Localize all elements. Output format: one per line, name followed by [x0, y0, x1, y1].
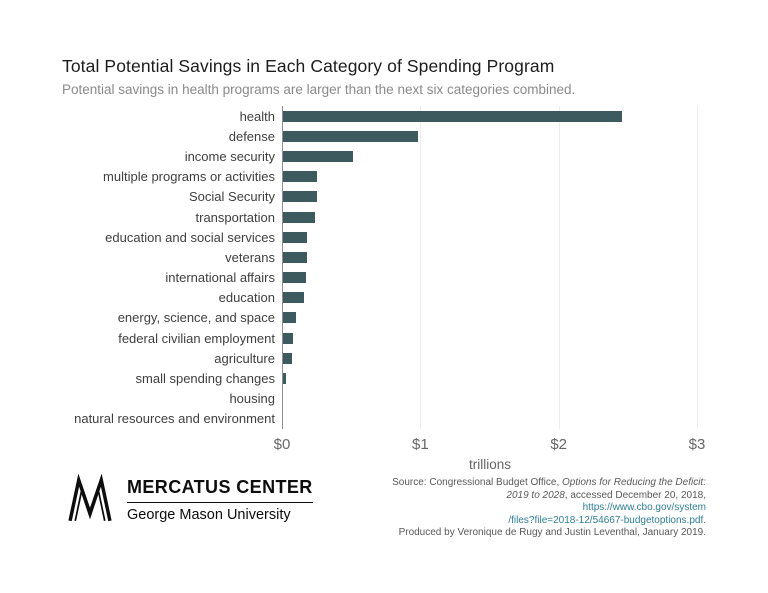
bar-chart: health defense income security multiple pro… — [62, 106, 710, 472]
bar-track — [282, 187, 710, 207]
bar — [282, 312, 296, 324]
bar-track — [282, 389, 710, 409]
chart-row: education and social services — [62, 227, 710, 247]
category-label: energy, science, and space — [117, 310, 275, 326]
chart-row: energy, science, and space — [62, 308, 710, 328]
bar — [282, 352, 292, 364]
x-tick-label: $1 — [411, 436, 429, 453]
bar — [282, 251, 307, 263]
category-label: small spending changes — [135, 371, 275, 387]
logo-university-name: George Mason University — [127, 507, 291, 523]
bar — [282, 211, 315, 223]
chart-rows: health defense income security multiple pro… — [62, 106, 710, 429]
x-tick-label: $3 — [688, 436, 706, 453]
y-axis-line — [282, 106, 283, 429]
chart-row: defense — [62, 126, 710, 146]
source-line-4: Produced by Veronique de Rugy and Justin… — [386, 527, 706, 540]
bar-track — [282, 167, 710, 187]
chart-row: agriculture — [62, 348, 710, 368]
x-tick-label: $2 — [550, 436, 567, 453]
bar-track — [282, 328, 710, 348]
bar-track — [282, 146, 710, 166]
chart-row: federal civilian employment — [62, 328, 710, 348]
chart-row: Social Security — [62, 187, 710, 207]
chart-row: natural resources and environment — [62, 409, 710, 429]
category-label: education and social services — [105, 229, 275, 245]
x-tick-label: $0 — [273, 436, 291, 453]
category-label: natural resources and environment — [74, 411, 275, 427]
source-text: . — [703, 514, 706, 526]
category-label: health — [239, 108, 275, 124]
bar — [282, 191, 317, 203]
chart-subtitle: Potential savings in health programs are… — [62, 82, 576, 97]
logo-text: MERCATUS CENTER George Mason University — [127, 477, 313, 523]
category-label: Social Security — [189, 189, 275, 205]
bar-track — [282, 368, 710, 388]
bar-track — [282, 207, 710, 227]
category-label: agriculture — [214, 350, 275, 366]
category-label: veterans — [225, 249, 275, 265]
category-label: defense — [228, 128, 275, 144]
x-axis-label-wrap: trillions — [282, 457, 698, 472]
source-url-link[interactable]: /files?file=2018-12/54667-budgetoptions.… — [508, 514, 704, 526]
bar-track — [282, 247, 710, 267]
category-label: income security — [184, 148, 275, 164]
mercatus-logo: MERCATUS CENTER George Mason University — [64, 474, 313, 526]
chart-row: income security — [62, 146, 710, 166]
source-text: Produced by Veronique de Rugy and Justin… — [398, 527, 706, 539]
category-label: multiple programs or activities — [103, 169, 275, 185]
category-label: housing — [229, 391, 275, 407]
x-axis-ticks: $0 $1 $2 $3 — [274, 436, 706, 453]
chart-row: health — [62, 106, 710, 126]
bar — [282, 231, 307, 243]
source-title-italic: 2019 to 2028 — [506, 489, 565, 501]
category-label: transportation — [195, 209, 276, 225]
bar — [282, 150, 353, 162]
chart-row: education — [62, 288, 710, 308]
category-label: education — [218, 290, 275, 306]
gridline — [697, 106, 698, 429]
bar-track — [282, 288, 710, 308]
chart-row: transportation — [62, 207, 710, 227]
bar — [282, 373, 286, 385]
bar — [282, 110, 622, 122]
bar-track — [282, 126, 710, 146]
bar-track — [282, 409, 710, 429]
bar — [282, 171, 317, 183]
source-title-italic: Options for Reducing the Deficit: — [562, 477, 706, 488]
bar-track — [282, 308, 710, 328]
chart-row: housing — [62, 389, 710, 409]
source-text: Source: Congressional Budget Office, — [392, 477, 563, 488]
category-label: international affairs — [165, 270, 275, 286]
bar — [282, 130, 418, 142]
bar-track — [282, 348, 710, 368]
logo-org-name: MERCATUS CENTER — [127, 477, 313, 503]
source-text: , accessed December 20, 2018, — [564, 489, 706, 501]
mercatus-m-icon — [68, 474, 112, 522]
source-note: Source: Congressional Budget Office, Opt… — [386, 477, 706, 540]
source-line-3: /files?file=2018-12/54667-budgetoptions.… — [386, 515, 706, 528]
chart-row: small spending changes — [62, 368, 710, 388]
source-url-link[interactable]: https://www.cbo.gov/system — [582, 502, 706, 514]
gridline — [558, 106, 560, 429]
bar-track — [282, 106, 710, 126]
category-label: federal civilian employment — [118, 330, 275, 346]
chart-row: veterans — [62, 247, 710, 267]
source-line-1: Source: Congressional Budget Office, Opt… — [386, 477, 706, 490]
chart-row: international affairs — [62, 268, 710, 288]
bar — [282, 292, 304, 304]
source-line-2: 2019 to 2028, accessed December 20, 2018… — [386, 490, 706, 515]
bar — [282, 272, 306, 284]
x-axis-label: trillions — [468, 457, 511, 472]
bar-track — [282, 227, 710, 247]
chart-title: Total Potential Savings in Each Category… — [62, 56, 555, 76]
gridline — [420, 106, 422, 429]
bar-track — [282, 268, 710, 288]
bar — [282, 332, 293, 344]
chart-row: multiple programs or activities — [62, 167, 710, 187]
